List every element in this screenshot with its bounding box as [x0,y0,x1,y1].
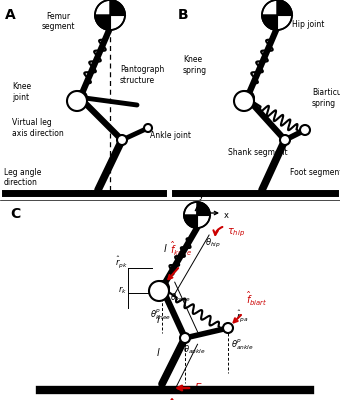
Text: C: C [10,207,20,221]
Circle shape [67,91,87,111]
Text: $\tau_{hip}$: $\tau_{hip}$ [227,227,245,239]
Text: $\theta^p_{knee}$: $\theta^p_{knee}$ [150,308,171,322]
Text: Femur
segment: Femur segment [41,12,75,31]
Text: A: A [5,8,16,22]
Circle shape [144,124,152,132]
Text: $r_k$: $r_k$ [118,285,127,296]
Text: Leg angle
direction: Leg angle direction [4,168,41,187]
Text: Knee
joint: Knee joint [12,82,31,102]
Text: $\theta_{ankle}$: $\theta_{ankle}$ [183,344,206,356]
Circle shape [262,0,292,30]
Polygon shape [95,15,110,30]
Circle shape [240,91,254,105]
Text: y: y [199,191,204,200]
Text: Pantograph
structure: Pantograph structure [120,65,164,85]
Text: $\hat{f}_{biart}$: $\hat{f}_{biart}$ [246,290,268,308]
Text: Ankle joint: Ankle joint [150,130,191,140]
Circle shape [234,91,254,111]
Polygon shape [262,15,277,30]
Text: $\theta_{hip}$: $\theta_{hip}$ [205,238,221,250]
Text: B: B [178,8,189,22]
Circle shape [73,91,87,105]
Text: l: l [157,315,159,325]
Polygon shape [197,202,210,215]
Text: Foot segment: Foot segment [290,168,340,177]
Text: l: l [157,348,160,358]
Text: Hip joint: Hip joint [292,20,324,29]
Text: Knee
spring: Knee spring [183,55,207,75]
Text: $\hat{f}_{knee}$: $\hat{f}_{knee}$ [170,240,192,258]
Text: Virtual leg
axis direction: Virtual leg axis direction [12,118,64,138]
Text: $F_x$: $F_x$ [194,381,207,395]
Circle shape [223,323,233,333]
Circle shape [155,281,169,295]
Text: Biarticular
spring: Biarticular spring [312,88,340,108]
Text: l: l [164,244,166,254]
Text: $\theta_{knee}$: $\theta_{knee}$ [170,291,191,304]
Text: $\hat{r}_{pk}$: $\hat{r}_{pk}$ [115,255,128,270]
Text: $\theta^p_{ankle}$: $\theta^p_{ankle}$ [231,338,254,352]
Circle shape [180,333,190,343]
Text: $\hat{r}_{pa}$: $\hat{r}_{pa}$ [236,309,249,324]
Polygon shape [277,0,292,15]
Polygon shape [184,215,197,228]
Polygon shape [110,0,125,15]
Circle shape [184,202,210,228]
Circle shape [149,281,169,301]
Circle shape [95,0,125,30]
Text: x: x [224,210,229,220]
Circle shape [300,125,310,135]
Circle shape [117,135,127,145]
Circle shape [280,135,290,145]
Text: Shank segment: Shank segment [228,148,288,157]
